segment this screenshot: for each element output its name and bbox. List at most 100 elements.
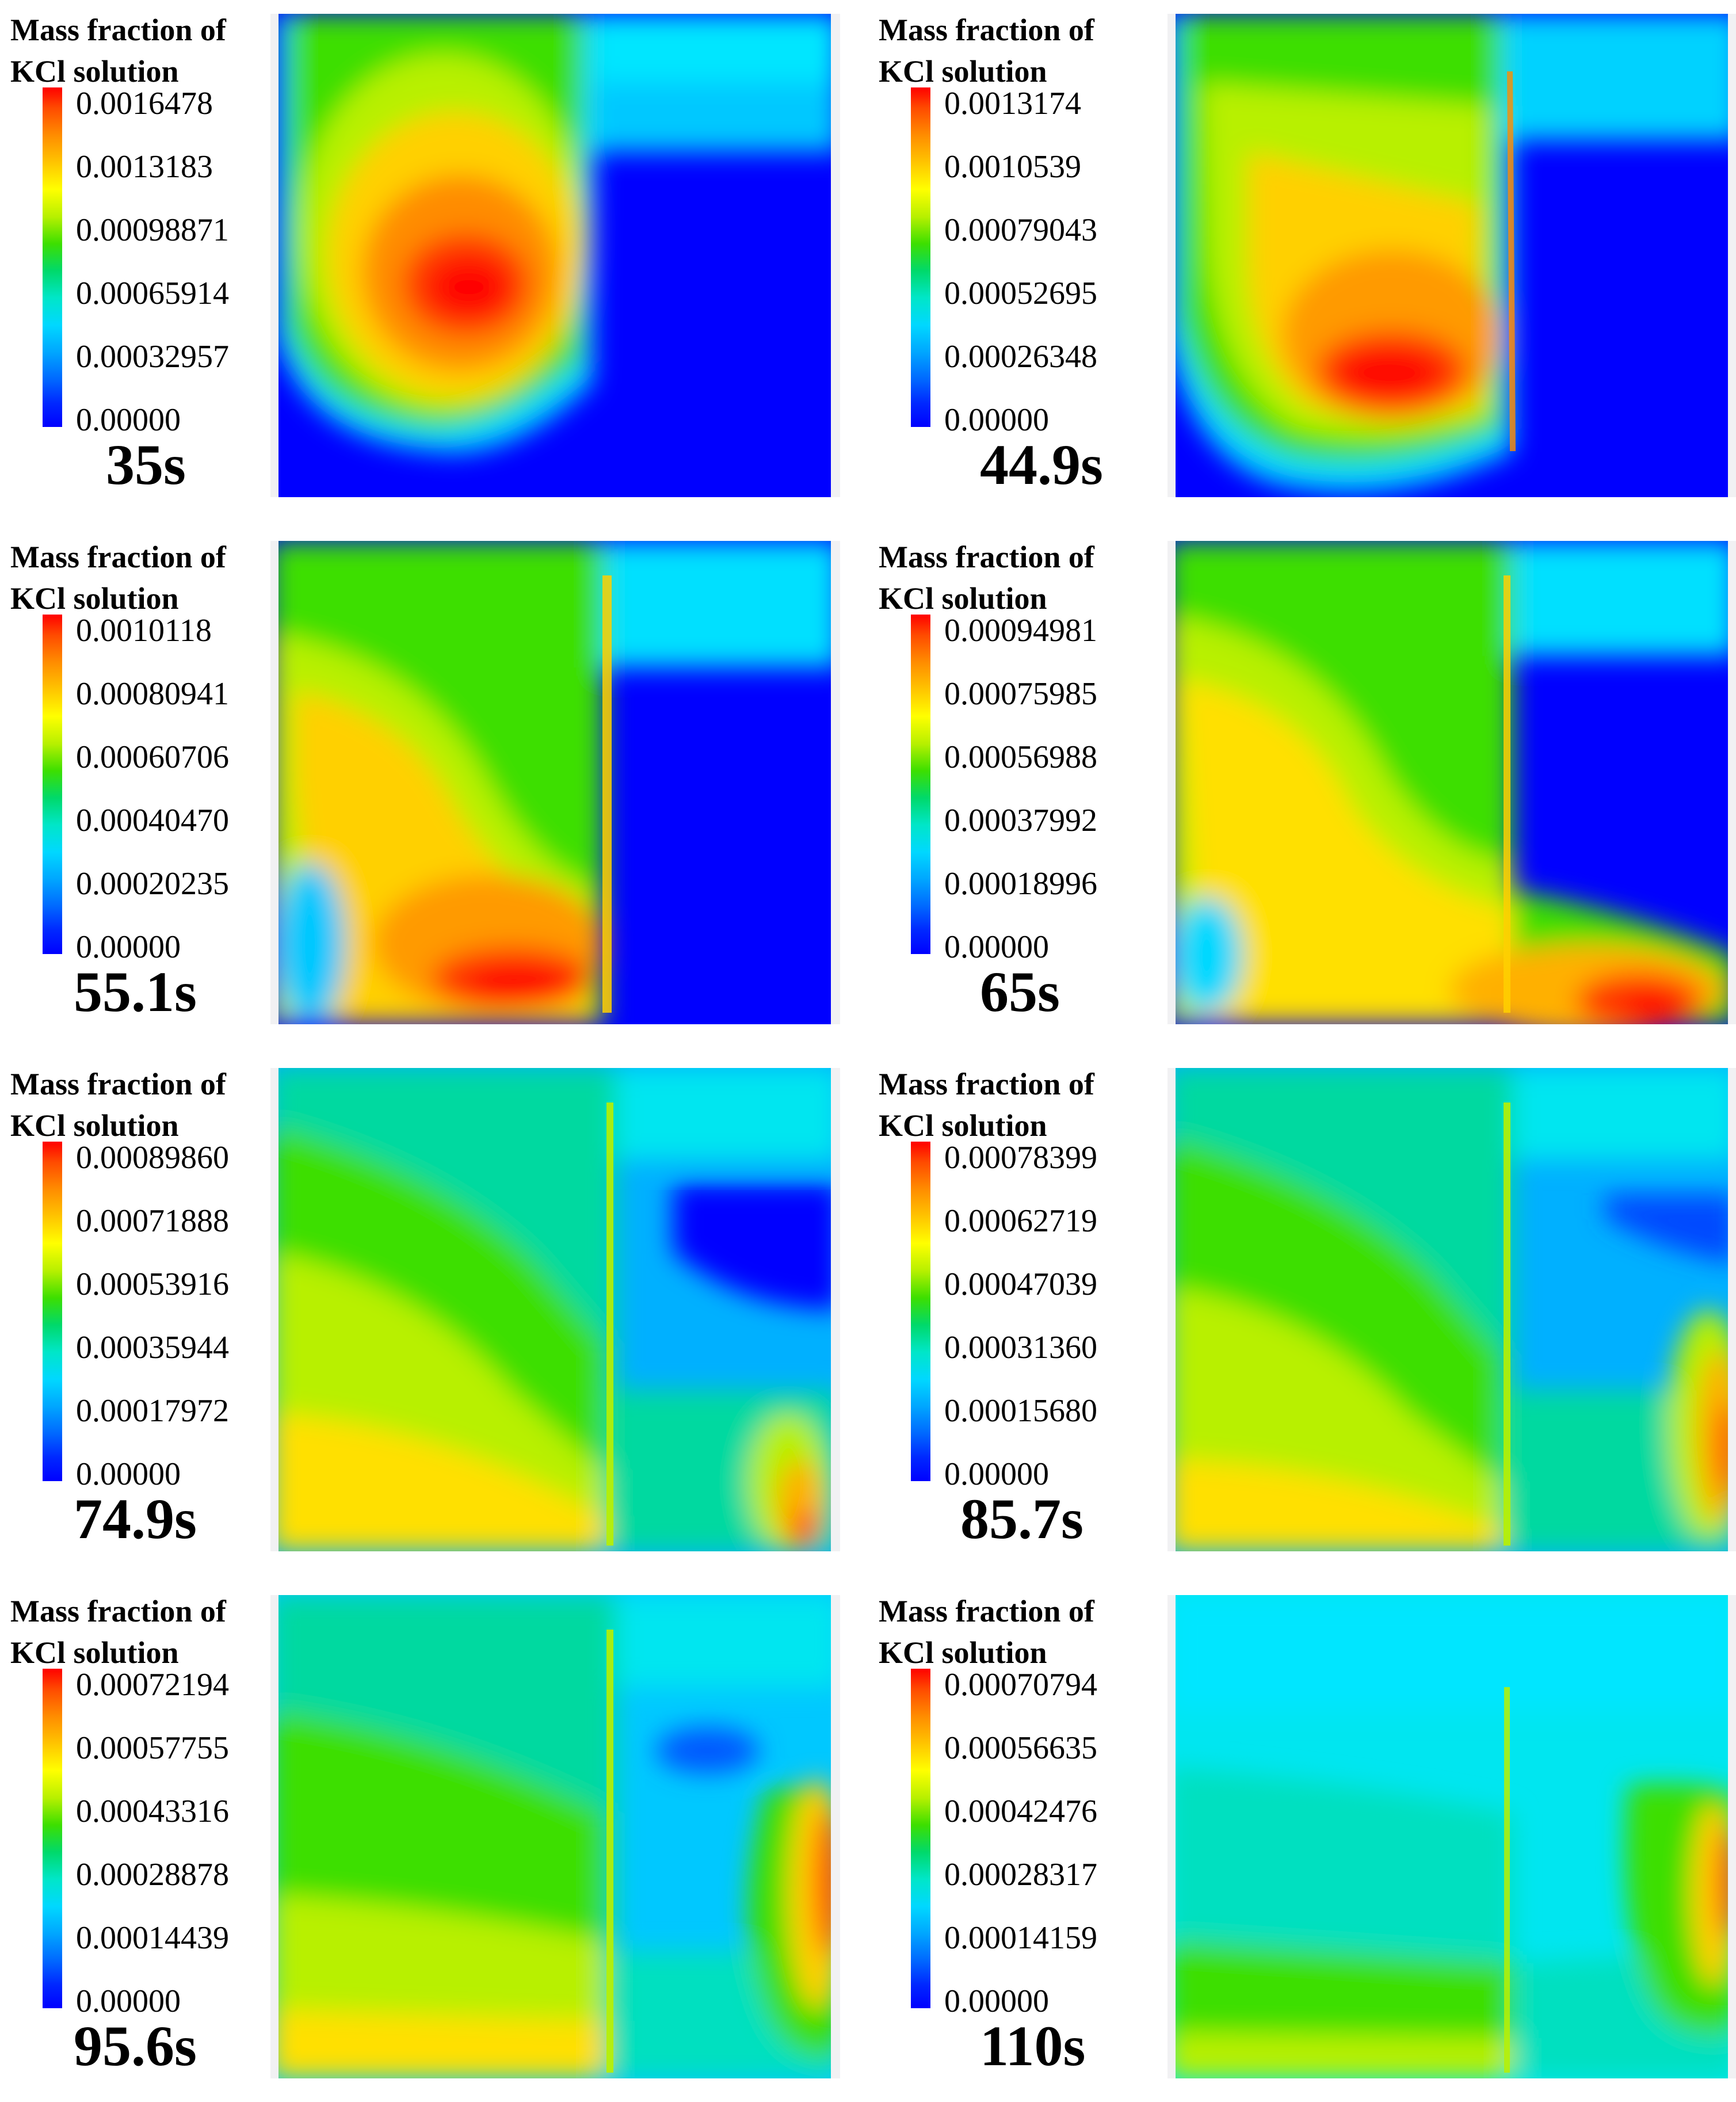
tick-label: 0.00017972 bbox=[76, 1393, 229, 1429]
tick-label: 0.00037992 bbox=[944, 803, 1097, 838]
tick-label: 0.00000 bbox=[944, 1456, 1049, 1492]
time-label: 55.1s bbox=[74, 960, 197, 1024]
tick-label: 0.00020235 bbox=[76, 866, 229, 902]
colorbar bbox=[43, 87, 62, 427]
time-label: 95.6s bbox=[74, 2014, 197, 2078]
contour-panel-95-6s: Mass fraction of KCl solution 0.00072194… bbox=[0, 1581, 868, 2102]
legend-title-line1: Mass fraction of bbox=[879, 1067, 1094, 1101]
time-label: 65s bbox=[980, 960, 1060, 1024]
time-label: 44.9s bbox=[980, 433, 1103, 497]
legend-title-line2: KCl solution bbox=[10, 581, 179, 616]
time-label: 110s bbox=[980, 2014, 1086, 2078]
tick-label: 0.00000 bbox=[944, 929, 1049, 965]
tick-label: 0.00028878 bbox=[76, 1857, 229, 1893]
contour-field bbox=[270, 1068, 840, 1551]
contour-panel-74-9s: Mass fraction of KCl solution 0.00089860… bbox=[0, 1054, 868, 1575]
contour-field bbox=[1167, 1595, 1736, 2078]
colorbar bbox=[43, 1669, 62, 2008]
tick-label: 0.00040470 bbox=[76, 803, 229, 838]
tick-label: 0.00018996 bbox=[944, 866, 1097, 902]
legend-title-line2: KCl solution bbox=[879, 54, 1047, 89]
contour-field bbox=[1167, 1068, 1736, 1551]
tick-label: 0.00000 bbox=[76, 402, 181, 438]
tick-label: 0.0013183 bbox=[76, 149, 213, 185]
time-label: 35s bbox=[106, 433, 186, 497]
tick-label: 0.00060706 bbox=[76, 739, 229, 775]
tick-label: 0.00078399 bbox=[944, 1140, 1097, 1176]
tick-label: 0.00014439 bbox=[76, 1920, 229, 1956]
tick-label: 0.00014159 bbox=[944, 1920, 1097, 1956]
tick-label: 0.00000 bbox=[76, 929, 181, 965]
legend-title: Mass fraction of KCl solution bbox=[879, 1063, 1094, 1146]
tick-label: 0.00000 bbox=[944, 402, 1049, 438]
tick-label: 0.00062719 bbox=[944, 1203, 1097, 1239]
contour-field bbox=[270, 1595, 840, 2078]
tick-label: 0.00080941 bbox=[76, 676, 229, 712]
tick-label: 0.00043316 bbox=[76, 1794, 229, 1829]
legend-title-line2: KCl solution bbox=[10, 1108, 179, 1143]
tick-label: 0.00035944 bbox=[76, 1330, 229, 1365]
legend-title-line1: Mass fraction of bbox=[10, 13, 226, 47]
legend-title-line2: KCl solution bbox=[10, 1635, 179, 1670]
contour-field bbox=[1167, 541, 1736, 1024]
contour-field bbox=[1167, 14, 1736, 497]
tick-label: 0.00052695 bbox=[944, 276, 1097, 311]
tick-label: 0.0010539 bbox=[944, 149, 1081, 185]
tick-label: 0.00072194 bbox=[76, 1667, 229, 1703]
tick-label: 0.00015680 bbox=[944, 1393, 1097, 1429]
contour-field bbox=[270, 14, 840, 497]
legend-title-line2: KCl solution bbox=[879, 1108, 1047, 1143]
legend-title-line2: KCl solution bbox=[879, 1635, 1047, 1670]
tick-label: 0.00057755 bbox=[76, 1730, 229, 1766]
tick-label: 0.00056988 bbox=[944, 739, 1097, 775]
tick-label: 0.00089860 bbox=[76, 1140, 229, 1176]
legend-title: Mass fraction of KCl solution bbox=[10, 536, 226, 619]
legend-title-line1: Mass fraction of bbox=[10, 1067, 226, 1101]
contour-panel-110s: Mass fraction of KCl solution 0.00070794… bbox=[868, 1581, 1736, 2102]
colorbar bbox=[911, 1669, 930, 2008]
colorbar bbox=[911, 615, 930, 954]
legend-title: Mass fraction of KCl solution bbox=[879, 1590, 1094, 1673]
legend-title: Mass fraction of KCl solution bbox=[10, 1590, 226, 1673]
tick-label: 0.00071888 bbox=[76, 1203, 229, 1239]
contour-panel-55-1s: Mass fraction of KCl solution 0.0010118 … bbox=[0, 527, 868, 1048]
tick-label: 0.00047039 bbox=[944, 1266, 1097, 1302]
legend-title: Mass fraction of KCl solution bbox=[879, 536, 1094, 619]
legend-title-line1: Mass fraction of bbox=[879, 13, 1094, 47]
colorbar bbox=[911, 87, 930, 427]
legend-title-line2: KCl solution bbox=[879, 581, 1047, 616]
tick-label: 0.00075985 bbox=[944, 676, 1097, 712]
tick-label: 0.0013174 bbox=[944, 86, 1081, 121]
tick-label: 0.00070794 bbox=[944, 1667, 1097, 1703]
legend-title: Mass fraction of KCl solution bbox=[879, 9, 1094, 92]
tick-label: 0.00079043 bbox=[944, 212, 1097, 248]
tick-label: 0.00031360 bbox=[944, 1330, 1097, 1365]
contour-panel-44-9s: Mass fraction of KCl solution 0.0013174 … bbox=[868, 0, 1736, 521]
tick-label: 0.00065914 bbox=[76, 276, 229, 311]
tick-label: 0.00098871 bbox=[76, 212, 229, 248]
contour-field bbox=[270, 541, 840, 1024]
legend-title: Mass fraction of KCl solution bbox=[10, 9, 226, 92]
contour-panel-65s: Mass fraction of KCl solution 0.00094981… bbox=[868, 527, 1736, 1048]
legend-title-line1: Mass fraction of bbox=[879, 1594, 1094, 1628]
contour-panel-35s: Mass fraction of KCl solution 0.0016478 … bbox=[0, 0, 868, 521]
tick-label: 0.00000 bbox=[76, 1983, 181, 2019]
legend-title: Mass fraction of KCl solution bbox=[10, 1063, 226, 1146]
tick-label: 0.00042476 bbox=[944, 1794, 1097, 1829]
colorbar bbox=[43, 1142, 62, 1481]
legend-title-line1: Mass fraction of bbox=[879, 540, 1094, 574]
colorbar bbox=[911, 1142, 930, 1481]
tick-label: 0.0016478 bbox=[76, 86, 213, 121]
colorbar bbox=[43, 615, 62, 954]
tick-label: 0.00053916 bbox=[76, 1266, 229, 1302]
tick-label: 0.00028317 bbox=[944, 1857, 1097, 1893]
time-label: 74.9s bbox=[74, 1487, 197, 1551]
tick-label: 0.00056635 bbox=[944, 1730, 1097, 1766]
time-label: 85.7s bbox=[960, 1487, 1083, 1551]
tick-label: 0.00094981 bbox=[944, 613, 1097, 648]
tick-label: 0.00000 bbox=[944, 1983, 1049, 2019]
tick-label: 0.0010118 bbox=[76, 613, 212, 648]
legend-title-line2: KCl solution bbox=[10, 54, 179, 89]
legend-title-line1: Mass fraction of bbox=[10, 540, 226, 574]
tick-label: 0.00032957 bbox=[76, 339, 229, 375]
